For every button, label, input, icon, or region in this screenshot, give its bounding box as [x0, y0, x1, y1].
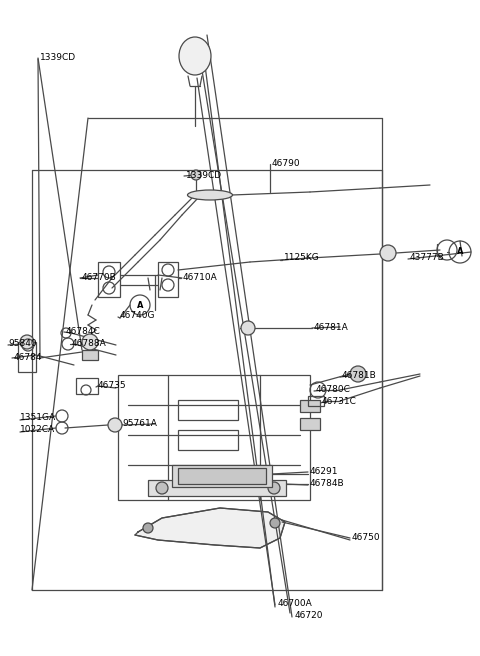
Text: 46291: 46291	[310, 466, 338, 476]
Bar	[300, 418, 320, 430]
Circle shape	[143, 523, 153, 533]
Text: 46784C: 46784C	[66, 327, 101, 335]
Circle shape	[20, 335, 34, 349]
Bar	[98, 262, 120, 297]
Text: 43777B: 43777B	[410, 253, 445, 262]
Text: 46720: 46720	[295, 611, 324, 619]
Ellipse shape	[188, 190, 232, 200]
Text: 46784: 46784	[14, 352, 43, 361]
Text: 1351GA: 1351GA	[20, 413, 56, 422]
Text: 46731C: 46731C	[322, 398, 357, 407]
Text: 46710A: 46710A	[183, 272, 218, 281]
Bar	[82, 350, 98, 360]
Text: 95761A: 95761A	[122, 419, 157, 428]
Text: 46781B: 46781B	[342, 371, 377, 380]
Circle shape	[241, 321, 255, 335]
Text: 95840: 95840	[8, 340, 36, 348]
Text: 46740G: 46740G	[120, 312, 156, 321]
Polygon shape	[135, 508, 285, 548]
Text: 46790: 46790	[272, 159, 300, 167]
Circle shape	[268, 482, 280, 494]
Bar	[178, 400, 238, 420]
Circle shape	[380, 245, 396, 261]
Text: A: A	[137, 300, 143, 310]
Text: A: A	[457, 247, 463, 256]
Text: 1339CD: 1339CD	[40, 52, 76, 62]
Bar	[118, 375, 310, 500]
Text: 1339CD: 1339CD	[186, 171, 222, 180]
Circle shape	[108, 418, 122, 432]
Bar	[178, 430, 238, 450]
Text: 46750: 46750	[352, 533, 381, 541]
Circle shape	[350, 366, 366, 382]
Circle shape	[156, 482, 168, 494]
Bar	[148, 480, 286, 496]
Ellipse shape	[179, 37, 211, 75]
Text: 46788A: 46788A	[72, 338, 107, 348]
Bar	[76, 378, 98, 394]
Text: 1125KG: 1125KG	[284, 253, 320, 262]
Circle shape	[191, 170, 201, 180]
Text: 1022CA: 1022CA	[20, 426, 55, 434]
Text: 46700A: 46700A	[278, 598, 313, 607]
Bar	[18, 342, 36, 372]
Text: 46784B: 46784B	[310, 478, 345, 487]
Circle shape	[82, 334, 98, 350]
Text: 46735: 46735	[98, 382, 127, 390]
Bar	[158, 262, 178, 297]
Circle shape	[270, 518, 280, 528]
Bar	[308, 396, 324, 406]
Text: 46780C: 46780C	[316, 386, 351, 394]
Text: 46781A: 46781A	[314, 323, 349, 331]
Bar	[172, 465, 272, 487]
Text: 46770B: 46770B	[82, 272, 117, 281]
Bar	[178, 468, 266, 484]
Bar	[300, 400, 320, 412]
